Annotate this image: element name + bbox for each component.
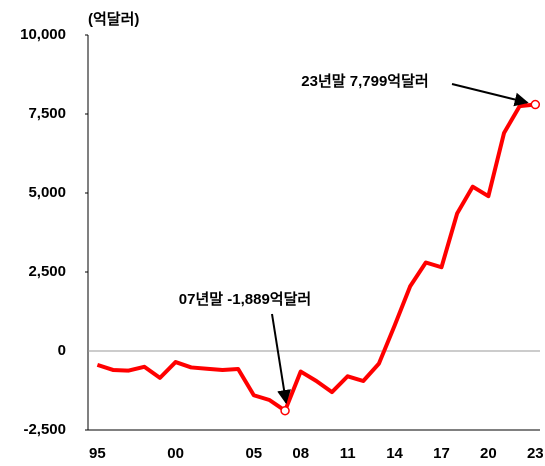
y-tick-label: 0 bbox=[58, 342, 66, 359]
annotation: 07년말 -1,889억달러 bbox=[179, 290, 311, 308]
highlight-point bbox=[530, 99, 541, 110]
annotation: 23년말 7,799억달러 bbox=[301, 72, 428, 90]
y-tick-label: 2,500 bbox=[28, 263, 66, 280]
annotation-arrow bbox=[271, 313, 292, 405]
y-tick-label: 5,000 bbox=[28, 184, 66, 201]
x-tick-label: 08 bbox=[292, 445, 309, 462]
x-tick-label: 23 bbox=[527, 445, 544, 462]
y-tick-label: 7,500 bbox=[28, 105, 66, 122]
x-tick-label: 17 bbox=[433, 445, 450, 462]
x-tick-label: 11 bbox=[340, 445, 356, 462]
x-tick-label: 14 bbox=[386, 445, 403, 462]
data-line bbox=[96, 102, 536, 413]
y-tick-label: 10,000 bbox=[20, 26, 66, 43]
highlight-point bbox=[280, 405, 290, 416]
x-tick-label: 05 bbox=[245, 445, 262, 462]
unit-label: (억달러) bbox=[88, 10, 139, 28]
x-tick-label: 20 bbox=[480, 445, 497, 462]
annotation-arrow bbox=[451, 83, 529, 107]
x-tick-label: 95 bbox=[89, 445, 106, 462]
x-tick-label: 00 bbox=[167, 445, 184, 462]
y-tick-label: -2,500 bbox=[23, 421, 66, 438]
